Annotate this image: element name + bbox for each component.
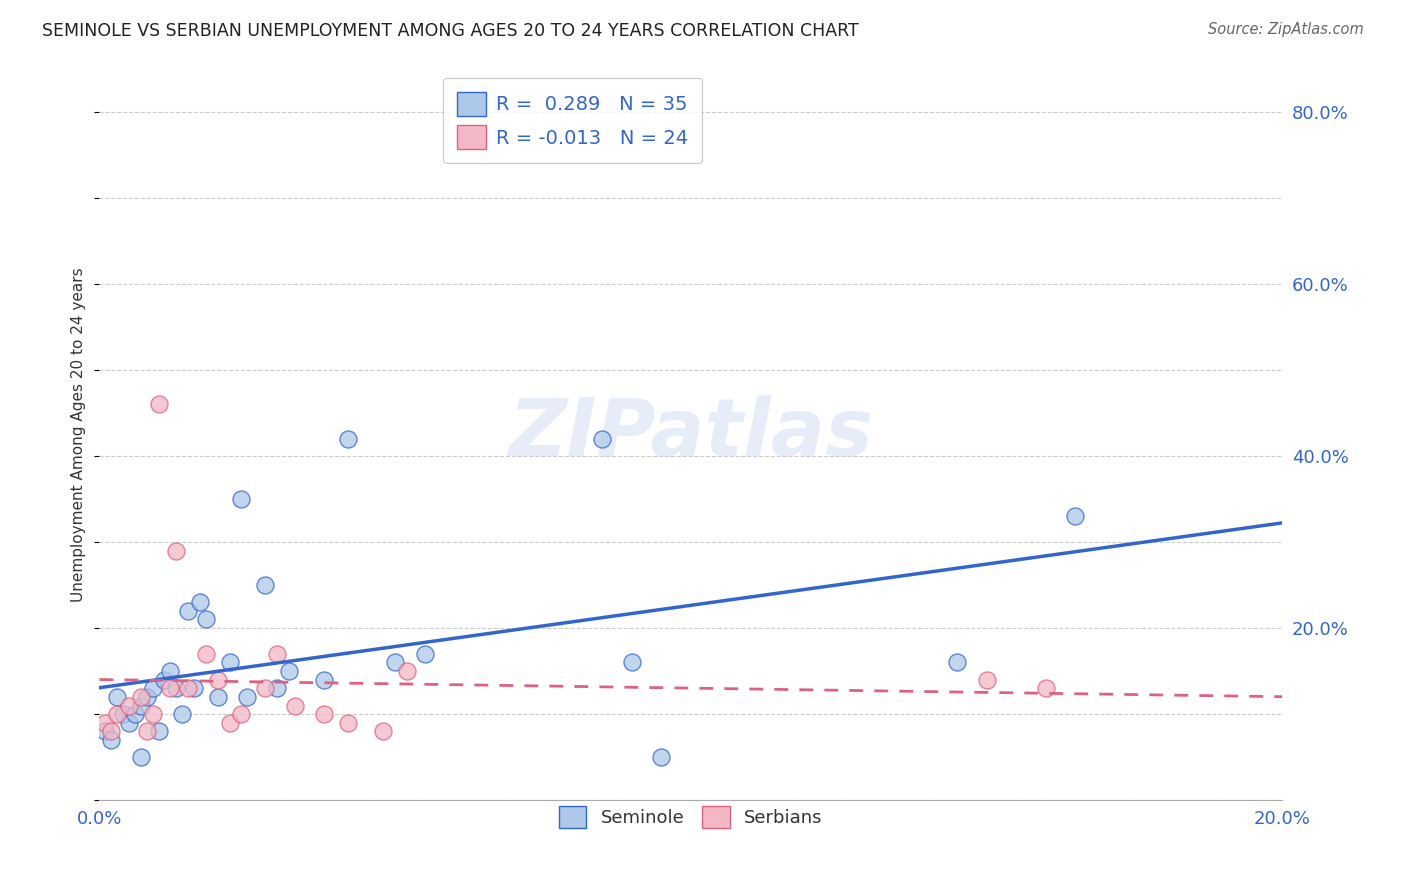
Point xyxy=(336,432,359,446)
Point xyxy=(1064,509,1087,524)
Point xyxy=(395,664,418,678)
Point xyxy=(236,690,259,704)
Point xyxy=(207,690,229,704)
Point xyxy=(105,707,128,722)
Point xyxy=(177,681,200,696)
Point xyxy=(100,733,122,747)
Point xyxy=(194,647,217,661)
Point xyxy=(112,707,135,722)
Point xyxy=(159,664,181,678)
Point xyxy=(231,491,253,506)
Point xyxy=(266,647,288,661)
Point xyxy=(129,698,152,713)
Point xyxy=(284,698,307,713)
Point xyxy=(135,724,157,739)
Point xyxy=(124,707,146,722)
Point xyxy=(105,690,128,704)
Point xyxy=(153,673,176,687)
Point xyxy=(218,656,240,670)
Point xyxy=(100,724,122,739)
Point xyxy=(253,681,276,696)
Point xyxy=(118,698,141,713)
Point xyxy=(314,673,336,687)
Point xyxy=(172,707,194,722)
Point xyxy=(277,664,299,678)
Point xyxy=(159,681,181,696)
Point xyxy=(148,397,170,411)
Point xyxy=(142,681,165,696)
Point xyxy=(188,595,211,609)
Point xyxy=(165,543,187,558)
Point xyxy=(129,750,152,764)
Point xyxy=(413,647,436,661)
Point xyxy=(976,673,998,687)
Legend: Seminole, Serbians: Seminole, Serbians xyxy=(553,798,830,835)
Point xyxy=(94,724,117,739)
Point xyxy=(231,707,253,722)
Point xyxy=(314,707,336,722)
Point xyxy=(118,715,141,730)
Point xyxy=(194,612,217,626)
Point xyxy=(253,578,276,592)
Point xyxy=(148,724,170,739)
Point xyxy=(165,681,187,696)
Point xyxy=(620,656,643,670)
Point xyxy=(183,681,205,696)
Point xyxy=(384,656,406,670)
Point xyxy=(336,715,359,730)
Text: ZIPatlas: ZIPatlas xyxy=(509,395,873,474)
Point xyxy=(1035,681,1057,696)
Point xyxy=(650,750,672,764)
Point xyxy=(177,604,200,618)
Point xyxy=(946,656,969,670)
Text: Source: ZipAtlas.com: Source: ZipAtlas.com xyxy=(1208,22,1364,37)
Text: SEMINOLE VS SERBIAN UNEMPLOYMENT AMONG AGES 20 TO 24 YEARS CORRELATION CHART: SEMINOLE VS SERBIAN UNEMPLOYMENT AMONG A… xyxy=(42,22,859,40)
Point xyxy=(207,673,229,687)
Point xyxy=(373,724,395,739)
Point xyxy=(135,690,157,704)
Point xyxy=(142,707,165,722)
Point xyxy=(218,715,240,730)
Point xyxy=(591,432,613,446)
Point xyxy=(94,715,117,730)
Point xyxy=(266,681,288,696)
Y-axis label: Unemployment Among Ages 20 to 24 years: Unemployment Among Ages 20 to 24 years xyxy=(72,267,86,602)
Point xyxy=(129,690,152,704)
